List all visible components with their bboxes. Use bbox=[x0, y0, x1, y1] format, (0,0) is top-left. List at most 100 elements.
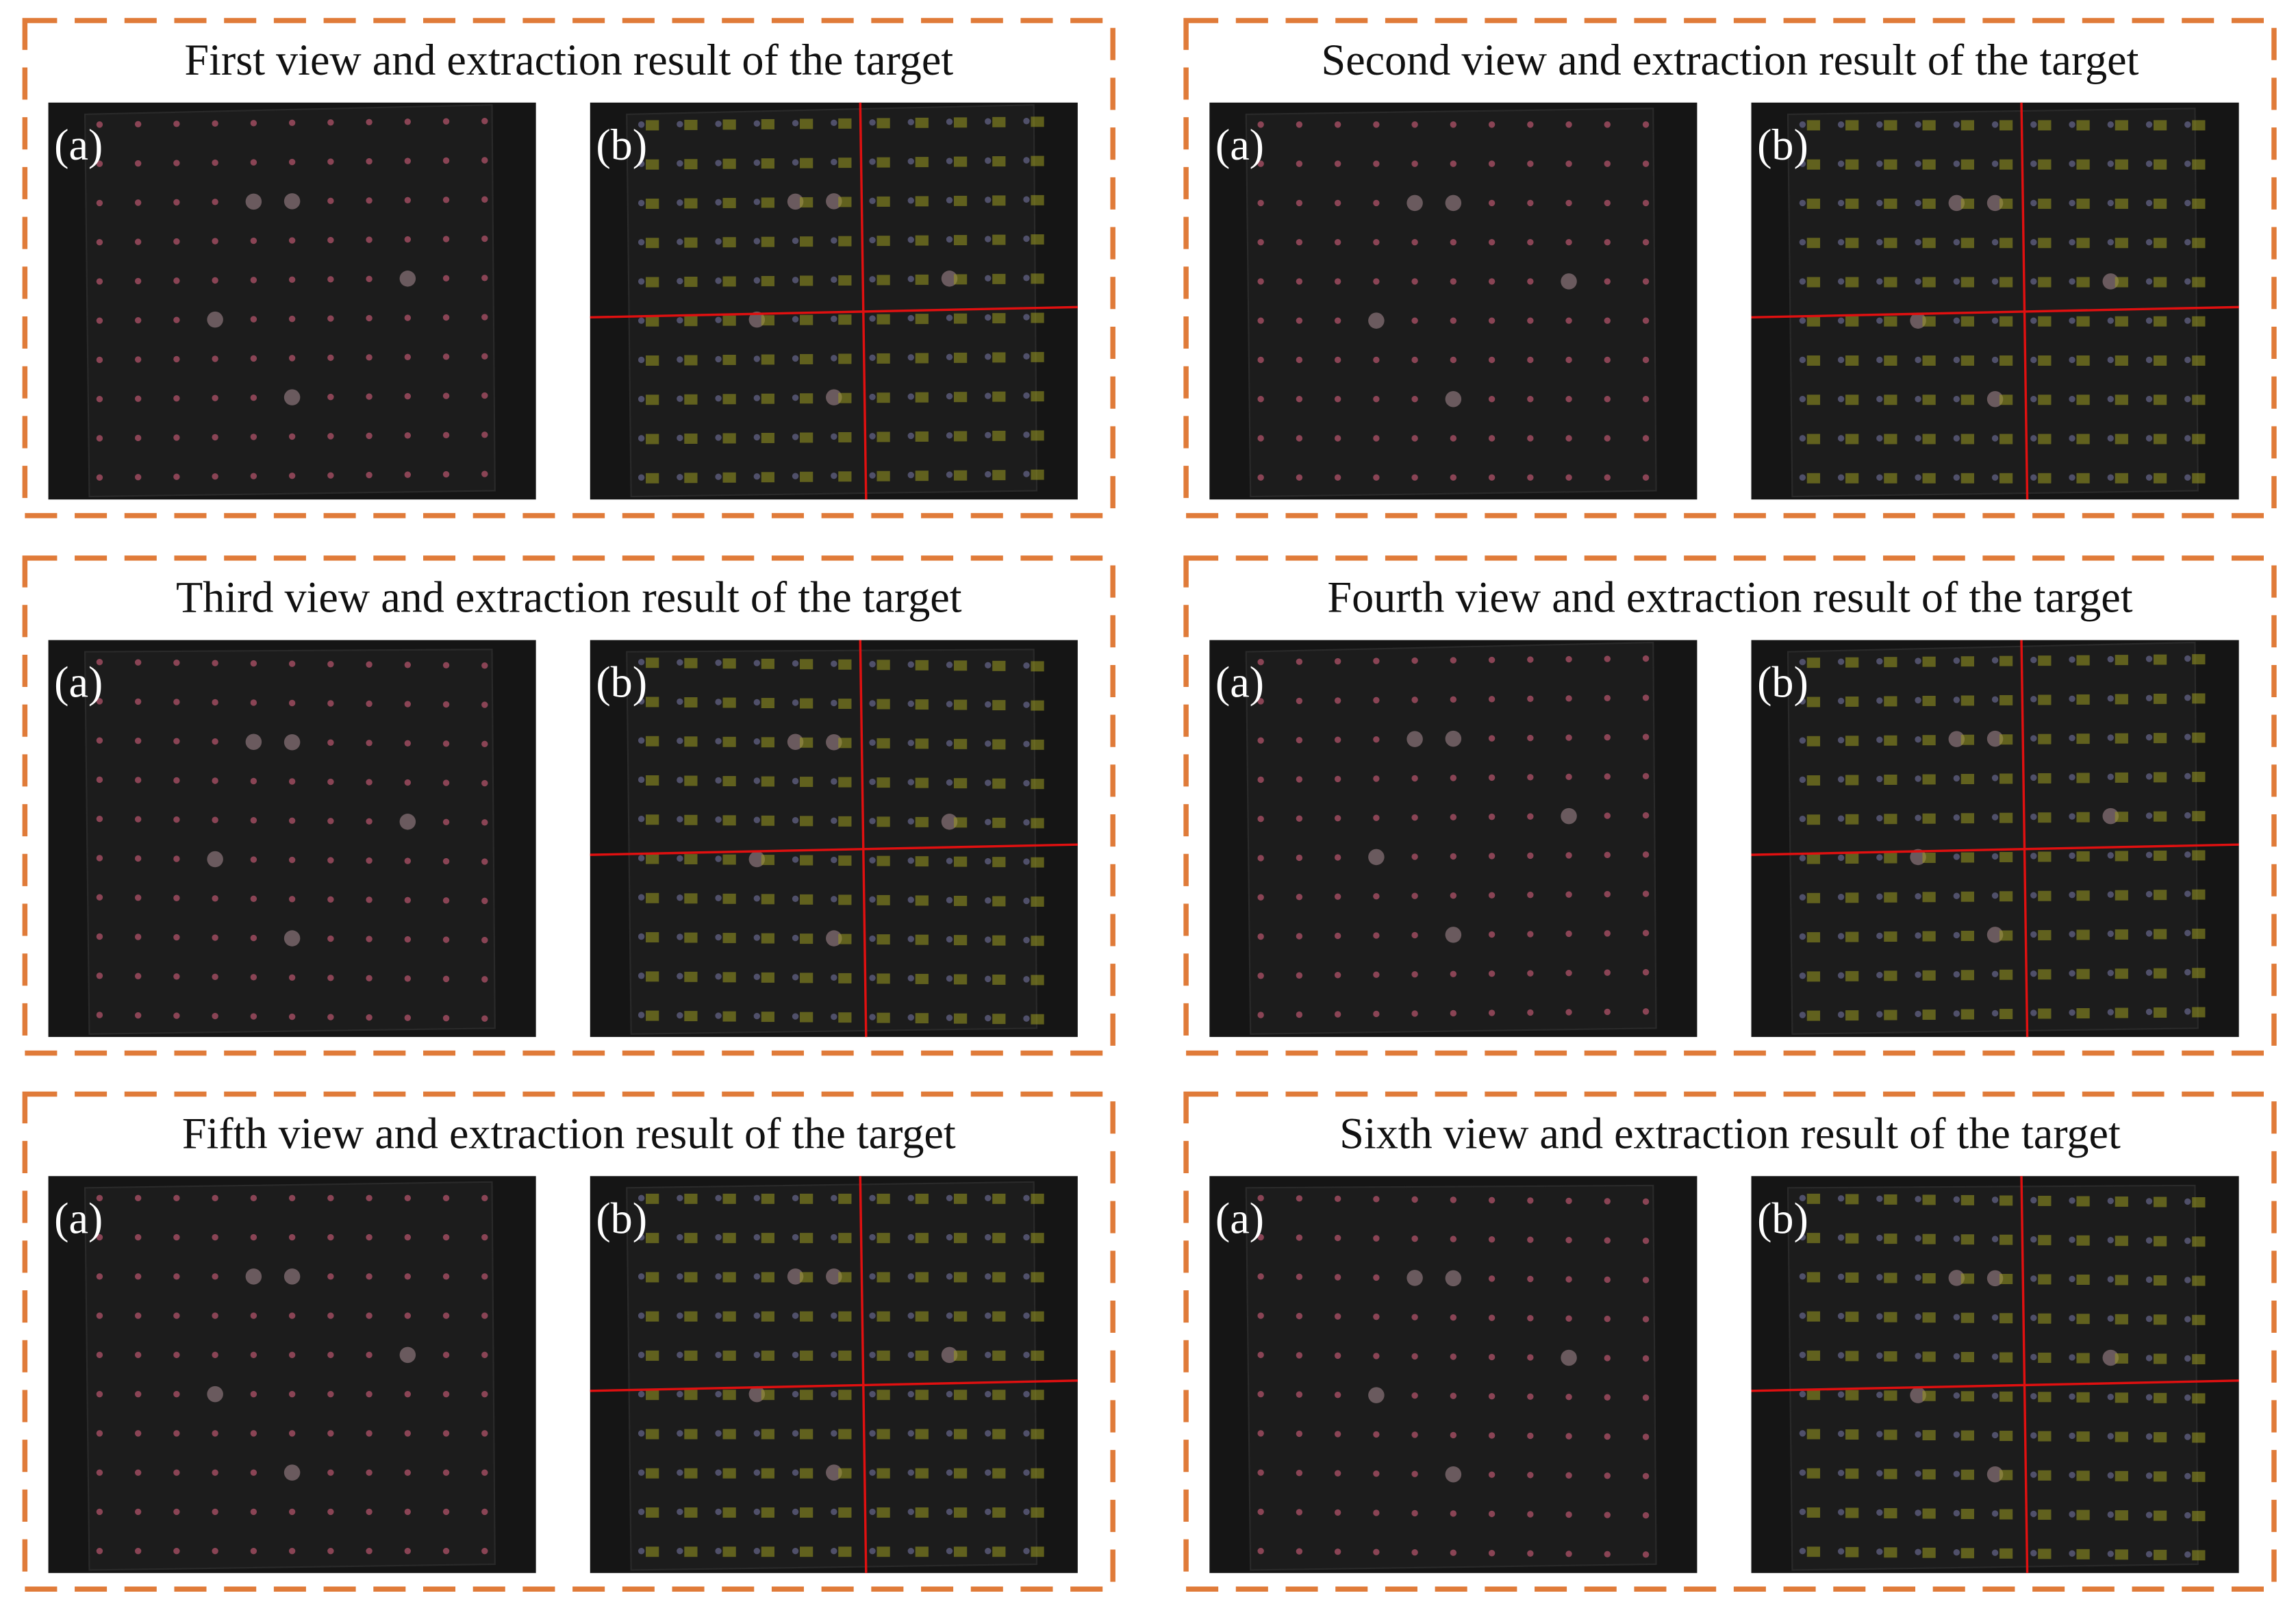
target-dot bbox=[2030, 1550, 2037, 1557]
target-dot bbox=[442, 1273, 450, 1280]
target-dot bbox=[869, 1469, 876, 1476]
target-dot bbox=[173, 199, 180, 206]
target-dot bbox=[1488, 1236, 1496, 1243]
target-dot bbox=[1257, 1012, 1264, 1018]
y-axis-line bbox=[859, 1176, 868, 1573]
target-dot bbox=[2069, 1472, 2076, 1479]
target-dot bbox=[1411, 853, 1418, 860]
coordinate-label bbox=[2153, 1236, 2167, 1246]
target-dot bbox=[96, 1390, 103, 1398]
target-dot bbox=[1411, 278, 1418, 285]
target-dot bbox=[2107, 1511, 2114, 1518]
target-dot bbox=[212, 699, 218, 706]
target-dot bbox=[985, 1390, 992, 1398]
coordinate-label bbox=[2038, 969, 2052, 980]
target-dot bbox=[677, 1430, 683, 1437]
target-dot bbox=[134, 1390, 142, 1398]
target-dot bbox=[1488, 199, 1496, 207]
target-dot bbox=[753, 434, 761, 441]
coordinate-label bbox=[1960, 120, 1974, 131]
target-dot bbox=[907, 1430, 914, 1437]
coordinate-label bbox=[915, 1429, 929, 1440]
coordinate-label bbox=[1806, 697, 1821, 707]
target-dot bbox=[869, 1194, 876, 1202]
target-dot bbox=[985, 157, 992, 164]
coordinate-label bbox=[2192, 1550, 2206, 1561]
target-dot bbox=[96, 776, 103, 784]
coordinate-label bbox=[1922, 970, 1936, 981]
target-dot bbox=[2102, 273, 2119, 290]
target-dot bbox=[2184, 1512, 2191, 1519]
target-dot bbox=[1488, 1471, 1496, 1478]
target-dot bbox=[1334, 1470, 1341, 1477]
target-dot bbox=[1488, 853, 1496, 860]
panel-title: Second view and extraction result of the… bbox=[1322, 36, 2139, 84]
target-dot bbox=[2069, 317, 2076, 324]
target-dot bbox=[2145, 278, 2153, 285]
target-dot bbox=[985, 1194, 992, 1202]
target-dot bbox=[677, 816, 683, 823]
target-dot bbox=[638, 1547, 645, 1555]
coordinate-label bbox=[838, 1546, 852, 1557]
target-dot bbox=[481, 1430, 488, 1437]
target-dot bbox=[946, 897, 953, 904]
coordinate-label bbox=[2115, 655, 2128, 666]
target-dot bbox=[1953, 892, 1960, 899]
target-dot bbox=[442, 1430, 450, 1437]
coordinate-label bbox=[1960, 773, 1974, 784]
coordinate-label bbox=[646, 1233, 659, 1244]
target-dot bbox=[1373, 395, 1380, 403]
target-dot bbox=[2107, 1472, 2114, 1479]
coordinate-label bbox=[915, 1390, 929, 1401]
target-dot bbox=[2107, 1276, 2114, 1283]
coordinate-label bbox=[2076, 434, 2090, 444]
target-dot bbox=[212, 1508, 218, 1516]
target-dot bbox=[753, 1351, 761, 1359]
target-dot bbox=[1023, 1194, 1030, 1202]
target-dot bbox=[1604, 773, 1611, 780]
target-dot bbox=[985, 975, 992, 983]
target-dot bbox=[677, 1273, 683, 1280]
coordinate-label bbox=[1922, 1351, 1936, 1362]
target-dot bbox=[1604, 317, 1611, 324]
coordinate-label bbox=[838, 1507, 852, 1518]
coordinate-label bbox=[1031, 1014, 1044, 1025]
coordinate-label bbox=[1806, 814, 1821, 825]
image-label: (b) bbox=[596, 1194, 647, 1242]
target-dot bbox=[1488, 356, 1496, 364]
coordinate-label bbox=[1960, 1351, 1974, 1362]
coordinate-label bbox=[915, 856, 929, 867]
coordinate-label bbox=[1031, 469, 1044, 480]
coordinate-label bbox=[1884, 853, 1897, 864]
target-dot bbox=[1411, 1314, 1418, 1320]
target-dot bbox=[442, 818, 450, 826]
target-dot bbox=[1450, 970, 1457, 977]
coordinate-label bbox=[2038, 277, 2052, 288]
target-dot bbox=[481, 1469, 488, 1476]
coordinate-label bbox=[1960, 277, 1974, 288]
coordinate-label bbox=[1806, 775, 1821, 786]
target-dot bbox=[1334, 1391, 1341, 1399]
coordinate-label bbox=[1999, 238, 2013, 249]
target-dot bbox=[907, 471, 914, 479]
coordinate-label bbox=[876, 353, 890, 364]
coordinate-label bbox=[1999, 1009, 2013, 1020]
coordinate-label bbox=[992, 1468, 1006, 1479]
target-dot bbox=[366, 661, 373, 668]
coordinate-label bbox=[1884, 159, 1897, 170]
target-dot bbox=[1368, 1387, 1385, 1403]
target-dot bbox=[404, 701, 412, 707]
target-dot bbox=[638, 317, 645, 324]
target-dot bbox=[1023, 701, 1030, 708]
target-dot bbox=[2030, 199, 2037, 207]
target-dot bbox=[985, 740, 992, 747]
target-dot bbox=[2030, 160, 2037, 167]
coordinate-label bbox=[953, 778, 968, 789]
target-dot bbox=[2030, 121, 2037, 128]
target-dot bbox=[1373, 199, 1380, 207]
coordinate-label bbox=[1845, 434, 1859, 444]
target-dot bbox=[907, 779, 914, 786]
target-dot bbox=[250, 699, 257, 706]
target-dot bbox=[1948, 195, 1965, 212]
target-dot bbox=[1257, 776, 1264, 784]
